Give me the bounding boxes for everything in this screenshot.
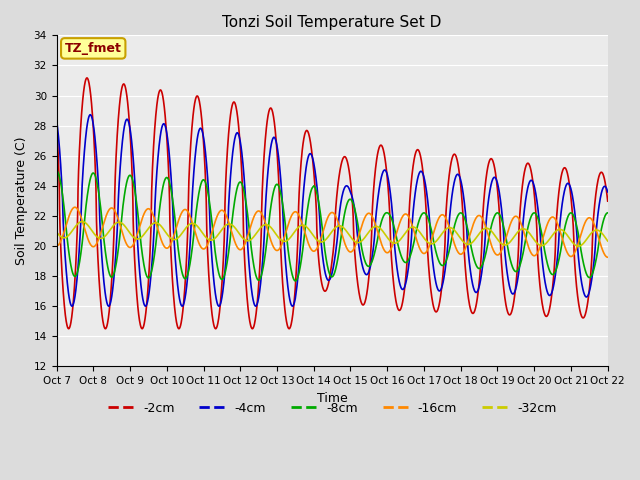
-32cm [321,238,329,243]
-4cm [307,151,314,156]
-2cm [52,120,60,125]
-32cm [487,228,495,233]
-8cm [291,278,299,284]
-16cm [307,245,314,251]
-8cm [321,247,329,253]
X-axis label: Time: Time [317,392,348,405]
-16cm [52,243,60,249]
-2cm [588,252,596,257]
Text: TZ_fmet: TZ_fmet [65,42,122,55]
-16cm [321,223,329,228]
-2cm [83,75,91,81]
-4cm [588,273,596,279]
Line: -8cm: -8cm [56,171,608,281]
-16cm [604,254,612,260]
Legend: -2cm, -4cm, -8cm, -16cm, -32cm: -2cm, -4cm, -8cm, -16cm, -32cm [103,396,561,420]
Line: -16cm: -16cm [56,207,608,257]
Y-axis label: Soil Temperature (C): Soil Temperature (C) [15,137,28,265]
-4cm [68,303,76,309]
-2cm [588,243,596,249]
-2cm [487,156,495,162]
-32cm [588,229,596,235]
-2cm [65,326,72,332]
-2cm [81,80,89,86]
-4cm [604,189,612,195]
-8cm [81,216,88,221]
-8cm [588,272,596,277]
Line: -32cm: -32cm [56,222,608,246]
-32cm [575,243,582,249]
-32cm [81,219,89,225]
-32cm [78,219,86,225]
-8cm [487,226,495,231]
-2cm [604,198,612,204]
-32cm [52,229,60,235]
-32cm [604,238,612,244]
-16cm [588,216,596,222]
-4cm [81,142,89,148]
-16cm [71,204,79,210]
-8cm [588,273,596,278]
-16cm [487,240,495,246]
-4cm [52,117,60,123]
Line: -4cm: -4cm [56,115,608,306]
-16cm [588,217,596,223]
Title: Tonzi Soil Temperature Set D: Tonzi Soil Temperature Set D [223,15,442,30]
-8cm [307,191,314,197]
-4cm [487,182,495,188]
-2cm [321,288,329,294]
-8cm [604,210,612,216]
-4cm [588,275,596,281]
-32cm [588,229,596,235]
-2cm [307,140,314,145]
-32cm [307,228,314,234]
Line: -2cm: -2cm [56,78,608,329]
-8cm [52,168,60,174]
-16cm [81,227,89,233]
-4cm [86,112,94,118]
-4cm [321,269,329,275]
